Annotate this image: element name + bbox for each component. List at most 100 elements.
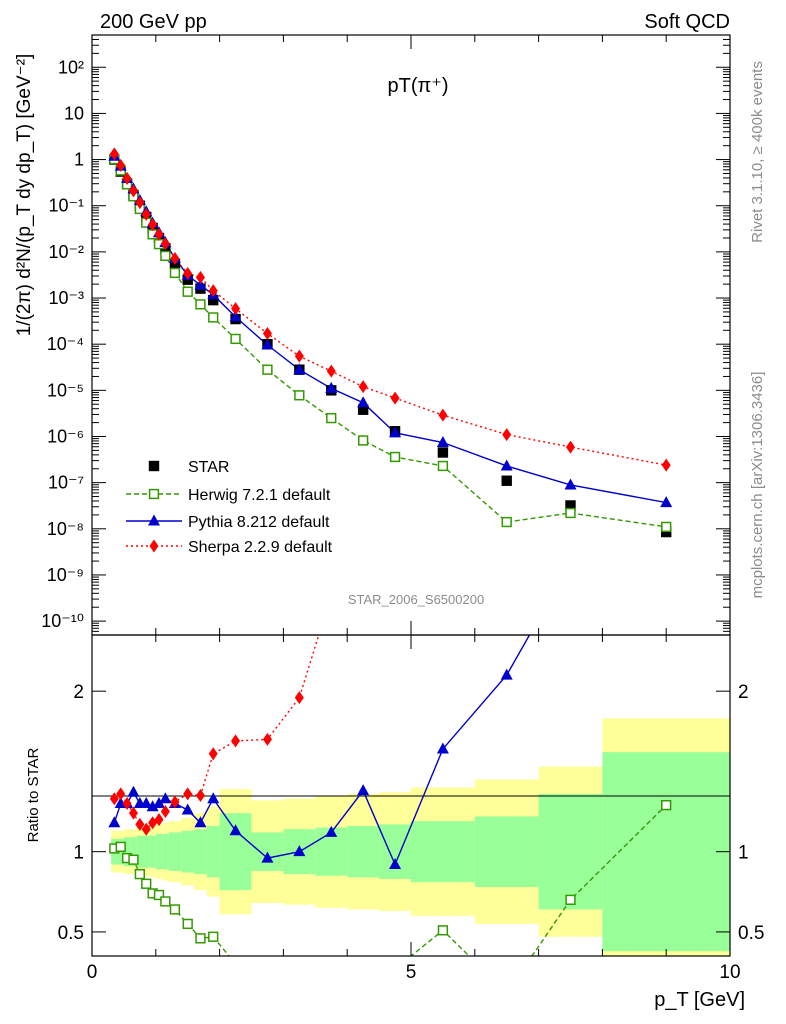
pythia-8-212-default-point <box>357 396 370 408</box>
header-right: Soft QCD <box>644 11 730 33</box>
y-tick-label: 1 <box>74 150 84 170</box>
side-text-bottom: mcplots.cern.ch [arXiv:1306.3436] <box>749 372 766 599</box>
ratio-band-inner <box>347 825 380 878</box>
y-tick-label: 10 <box>64 103 84 123</box>
herwig-7-2-1-default-point <box>294 390 305 401</box>
legend-label-sherpa-2-2-9-default: Sherpa 2.2.9 default <box>188 539 333 556</box>
legend-marker-pythia-8-212-default <box>148 514 160 526</box>
ratio-herwig-7-2-1-default-point <box>153 889 165 901</box>
ratio-pythia-8-212-default-point <box>181 803 194 815</box>
ratio-sherpa-2-2-9-default-point <box>154 813 164 827</box>
ratio-herwig-7-2-1-default-point <box>327 968 336 977</box>
sherpa-2-2-9-default-point <box>661 458 671 472</box>
herwig-7-2-1-default-point <box>437 460 449 472</box>
pythia-8-212-default-point <box>564 478 577 490</box>
pythia-8-212-default-point <box>436 436 449 448</box>
sherpa-2-2-9-default-point <box>326 364 336 378</box>
ratio-herwig-7-2-1-default-point <box>437 925 449 936</box>
herwig-7-2-1-default-point <box>160 250 171 262</box>
ratio-pythia-8-212-default-point <box>261 851 274 863</box>
sherpa-2-2-9-default-point <box>262 327 272 341</box>
ratio-band-inner <box>411 821 475 883</box>
pythia-8-212-default-point <box>293 363 306 375</box>
ratio-band-inner <box>602 752 730 952</box>
herwig-7-2-1-default-point <box>565 507 576 519</box>
ratio-sherpa-2-2-9-default-point <box>160 805 170 819</box>
pythia-8-212-default-point <box>229 310 242 322</box>
axes: 0 5 10 10⁻¹⁰ 10⁻⁹ 10⁻⁸ 10⁻⁷ 10⁻⁶ 10⁻⁵ 10⁻⁴ 10⁻³ 10⁻… <box>41 34 764 983</box>
y-tick-label: 10² <box>58 57 84 77</box>
ratio-herwig-7-2-1-default-point <box>565 894 576 905</box>
herwig-7-2-1-default-point <box>169 267 181 279</box>
star-point <box>661 526 672 538</box>
sherpa-2-2-9-default-point <box>116 158 126 172</box>
pythia-8-212-default-point <box>389 426 402 438</box>
ratio-herwig-7-2-1-default-point <box>182 918 193 930</box>
herwig-7-2-1-default-point <box>389 451 401 463</box>
ratio-band-inner <box>474 816 539 887</box>
sherpa-2-2-9-default-point <box>128 184 138 198</box>
ratio-sherpa-2-2-9-default-point <box>183 787 193 801</box>
y-tick-label: 10⁻⁹ <box>47 565 84 585</box>
ratio-pythia-8-212-default-point <box>207 792 220 804</box>
ratio-sherpa-2-2-9-default-point <box>294 691 304 705</box>
ratio-herwig-7-2-1-default-point <box>208 931 219 942</box>
x-axis-label: p_T [GeV] <box>654 989 745 1011</box>
ratio-herwig-7-2-1-default-point <box>115 841 126 853</box>
ratio-sherpa-2-2-9-default-point <box>195 789 205 802</box>
legend-label-star: STAR <box>188 459 229 476</box>
y-tick-label: 10⁻¹⁰ <box>41 611 84 631</box>
ratio-band-inner <box>123 837 131 867</box>
ratio-sherpa-2-2-9-default-point <box>109 792 119 806</box>
ratio-band-inner <box>162 834 169 870</box>
ratio-herwig-7-2-1-default-point <box>160 896 171 907</box>
x-tick-label: 5 <box>406 962 417 983</box>
main-plot <box>108 147 673 538</box>
ratio-pythia-8-212-default-point <box>152 797 165 809</box>
sherpa-2-2-9-default-point <box>141 207 151 221</box>
ratio-sherpa-2-2-9-default-point <box>128 806 138 820</box>
ratio-pythia-8-212-default-point <box>146 800 159 812</box>
ratio-pythia-8-212-default-point <box>194 816 207 828</box>
ratio-pythia-8-212-default-point <box>293 845 306 857</box>
ratio-pythia-8-212-default-point <box>325 825 338 837</box>
sherpa-2-2-9-default-point <box>390 391 400 405</box>
ratio-band-inner <box>181 830 195 873</box>
star-point <box>501 475 512 486</box>
herwig-7-2-1-default-point <box>501 516 512 528</box>
sherpa-2-2-9-default-point <box>183 266 193 280</box>
ratio-herwig-7-2-1-default-point <box>502 989 511 998</box>
ratio-herwig-7-2-1-default-point <box>169 904 181 915</box>
pythia-8-212-default-point <box>261 338 274 350</box>
y-tick-label: 10⁻¹ <box>48 196 84 216</box>
pythia-8-212-default-point <box>500 459 513 471</box>
ratio-herwig-7-2-1-default-point <box>231 960 240 969</box>
ratio-herwig-7-2-1-default-point <box>128 854 139 865</box>
legend-marker-herwig-7-2-1-default <box>148 488 160 500</box>
sherpa-2-2-9-default-point <box>148 218 158 232</box>
y-tick-label: 10⁻⁵ <box>47 380 84 400</box>
pythia-8-212-default-point <box>194 278 207 290</box>
ratio-pythia-8-212-default-point <box>159 792 172 804</box>
herwig-7-2-1-default-point <box>326 412 337 424</box>
herwig-7-2-1-default-point <box>230 333 241 345</box>
ratio-band-inner <box>206 825 220 878</box>
x-tick-label: 0 <box>87 962 98 983</box>
y-tick-label: 10⁻³ <box>48 288 84 308</box>
ratio-sherpa-2-2-9-default-point <box>231 734 241 748</box>
sherpa-2-2-9-default-point <box>195 270 205 284</box>
ratio-herwig-7-2-1-default-point <box>359 972 368 981</box>
ratio-tick-label: 2 <box>73 682 84 703</box>
ratio-sherpa-2-2-9-default-point <box>262 732 272 746</box>
star-point <box>208 294 219 306</box>
ratio-pythia-8-212-default-point <box>389 858 402 870</box>
ratio-pythia-8-212-default-point <box>660 299 672 310</box>
ratio-herwig-7-2-1-default-point <box>195 933 206 944</box>
sherpa-2-2-9-default-point <box>502 428 512 442</box>
sherpa-2-2-9-default-point <box>122 171 132 185</box>
ratio-herwig-7-2-1-default-point <box>661 799 672 811</box>
legend-label-herwig-7-2-1-default: Herwig 7.2.1 default <box>188 487 331 504</box>
sherpa-2-2-9-default-point <box>566 440 575 454</box>
y-axis-label: 1/(2π) d²N/(p_T dy dp_T) [GeV⁻²] <box>14 54 35 337</box>
